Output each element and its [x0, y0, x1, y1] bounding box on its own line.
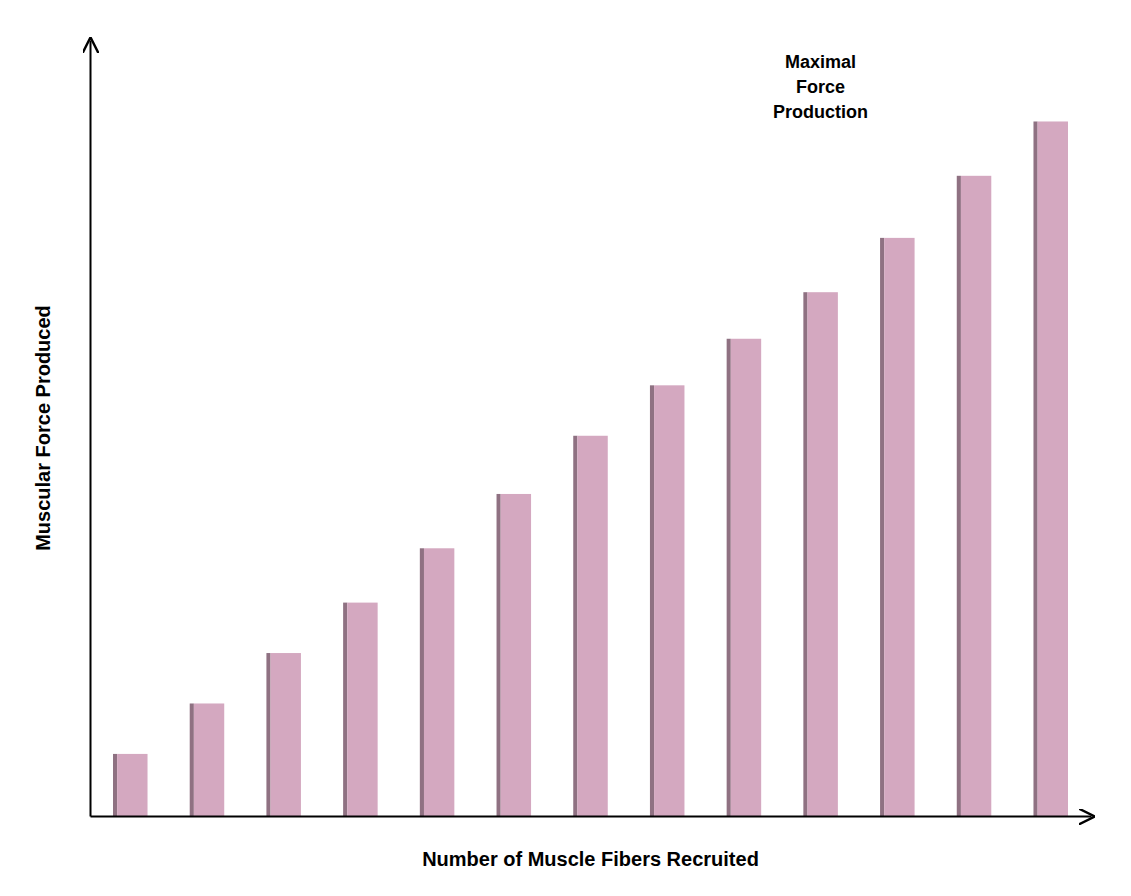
- bar-face: [194, 703, 224, 816]
- bars: [113, 121, 1068, 816]
- x-axis: [91, 816, 1092, 817]
- bar: [727, 339, 762, 816]
- bar: [573, 436, 608, 816]
- bar-side: [420, 548, 424, 816]
- bar-side: [803, 292, 807, 816]
- bar: [420, 548, 455, 816]
- bar-face: [961, 176, 991, 816]
- bar: [113, 754, 148, 816]
- x-axis-title: Number of Muscle Fibers Recruited: [422, 848, 759, 870]
- annotation: Maximal Force Production: [773, 52, 868, 122]
- bar-face: [424, 548, 454, 816]
- bar: [266, 653, 301, 816]
- bar-side: [497, 494, 501, 816]
- bar: [190, 703, 225, 816]
- bar-side: [880, 238, 884, 816]
- chart: Number of Muscle Fibers Recruited Muscula…: [0, 0, 1131, 896]
- bar: [343, 603, 378, 816]
- plot: Number of Muscle Fibers Recruited Muscula…: [32, 41, 1092, 871]
- bar-face: [577, 436, 607, 816]
- bar-side: [343, 603, 347, 816]
- bar: [497, 494, 532, 816]
- bar-face: [1038, 121, 1068, 816]
- bar-face: [347, 603, 377, 816]
- bar-side: [957, 176, 961, 816]
- bar-side: [113, 754, 117, 816]
- bar-face: [117, 754, 147, 816]
- y-axis: [90, 41, 91, 817]
- bar-side: [573, 436, 577, 816]
- bar-face: [807, 292, 837, 816]
- bar-face: [884, 238, 914, 816]
- bar: [957, 176, 992, 816]
- x-axis-line: [91, 816, 1092, 818]
- bar: [1033, 121, 1068, 816]
- bar: [803, 292, 838, 816]
- bar-face: [271, 653, 301, 816]
- bar-side: [266, 653, 270, 816]
- bar-side: [190, 703, 194, 816]
- annotation-line: Force: [796, 77, 845, 97]
- bar: [650, 385, 685, 816]
- bar-face: [501, 494, 531, 816]
- bar-face: [731, 339, 761, 816]
- bar-face: [654, 385, 684, 816]
- annotation-line: Maximal: [785, 52, 856, 72]
- bar-side: [727, 339, 731, 816]
- y-axis-line: [90, 41, 92, 817]
- annotation-line: Production: [773, 102, 868, 122]
- y-axis-title: Muscular Force Produced: [32, 305, 54, 551]
- bar-side: [650, 385, 654, 816]
- bar: [880, 238, 915, 816]
- bar-side: [1033, 121, 1037, 816]
